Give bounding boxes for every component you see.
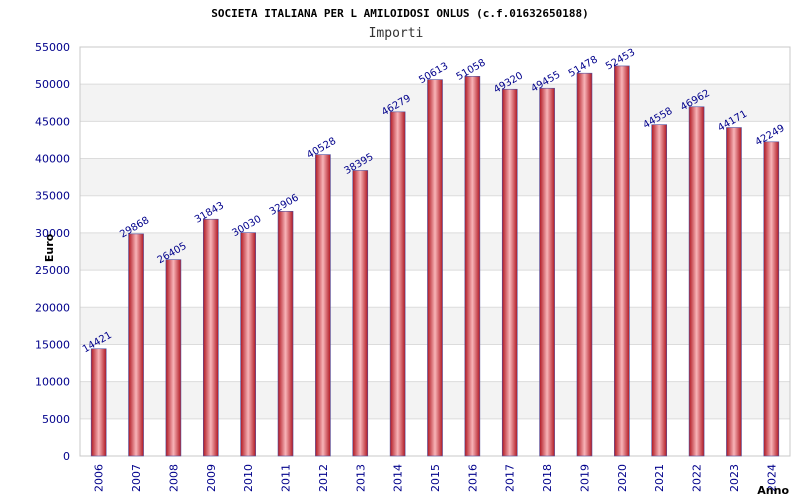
x-tick-label: 2006 — [93, 464, 106, 492]
grid-band — [80, 47, 790, 85]
y-tick-label: 5000 — [42, 413, 70, 426]
x-tick-label: 2024 — [765, 464, 778, 492]
bar — [277, 210, 294, 457]
y-tick-label: 45000 — [35, 115, 70, 128]
bar — [688, 106, 705, 457]
y-tick-label: 30000 — [35, 227, 70, 240]
bar — [576, 72, 593, 457]
y-tick-label: 10000 — [35, 376, 70, 389]
chart-subtitle: Importi — [369, 26, 424, 41]
bar — [315, 154, 331, 457]
y-tick-label: 0 — [63, 450, 70, 463]
bar — [501, 88, 518, 457]
x-tick-label: 2011 — [280, 464, 293, 492]
y-tick-label: 40000 — [35, 153, 70, 166]
x-tick-label: 2021 — [653, 464, 666, 492]
bar — [427, 79, 443, 457]
x-tick-label: 2007 — [130, 464, 143, 492]
x-tick-label: 2022 — [691, 464, 704, 492]
bar — [202, 218, 219, 457]
bars — [90, 65, 780, 457]
y-axis-label: Euro — [43, 233, 56, 262]
y-axis: 0 5000 10000 15000 20000 25000 30000 35000 40000… — [35, 41, 70, 463]
y-tick-label: 55000 — [35, 41, 70, 54]
bar — [128, 233, 144, 457]
x-tick-label: 2023 — [728, 464, 741, 492]
x-tick-label: 2009 — [205, 464, 218, 492]
y-tick-label: 50000 — [35, 78, 70, 91]
bar — [539, 87, 555, 457]
x-axis: 2006 2007 2008 2009 2010 2011 2012 2013 2014 2015… — [93, 464, 779, 492]
x-tick-label: 2019 — [578, 464, 591, 492]
bar — [464, 76, 481, 457]
x-tick-label: 2018 — [541, 464, 554, 492]
y-tick-label: 20000 — [35, 301, 70, 314]
x-tick-label: 2016 — [466, 464, 479, 492]
bar — [651, 124, 668, 457]
x-tick-label: 2010 — [242, 464, 255, 492]
x-tick-label: 2008 — [167, 464, 180, 492]
bar — [389, 111, 406, 457]
bar — [763, 141, 780, 457]
bar — [165, 259, 182, 457]
x-axis-label: Anno — [757, 484, 789, 497]
x-tick-label: 2013 — [354, 464, 367, 492]
x-tick-label: 2012 — [317, 464, 330, 492]
chart-title: SOCIETA ITALIANA PER L AMILOIDOSI ONLUS … — [211, 7, 589, 20]
y-tick-label: 35000 — [35, 190, 70, 203]
bar — [726, 127, 742, 457]
x-tick-label: 2015 — [429, 464, 442, 492]
bar — [614, 65, 630, 457]
bar — [90, 348, 107, 457]
x-tick-label: 2020 — [616, 464, 629, 492]
y-tick-label: 15000 — [35, 338, 70, 351]
bar — [240, 232, 256, 457]
x-tick-label: 2017 — [504, 464, 517, 492]
bar — [352, 170, 369, 457]
x-tick-label: 2014 — [392, 464, 405, 492]
y-tick-label: 25000 — [35, 264, 70, 277]
